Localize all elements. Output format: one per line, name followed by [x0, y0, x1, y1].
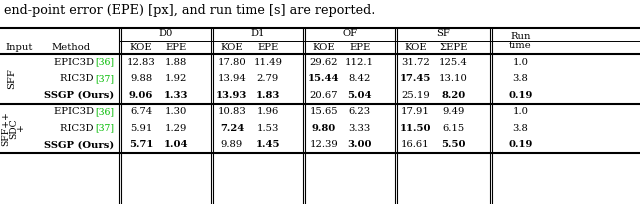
Text: 6.23: 6.23 [349, 107, 371, 116]
Text: 1.30: 1.30 [165, 107, 188, 116]
Text: 1.53: 1.53 [257, 124, 279, 133]
Text: 12.39: 12.39 [309, 140, 338, 149]
Text: SFF++: SFF++ [1, 111, 10, 146]
Text: 5.50: 5.50 [441, 140, 466, 149]
Text: 9.89: 9.89 [221, 140, 243, 149]
Text: RIC3D: RIC3D [60, 124, 97, 133]
Text: 1.33: 1.33 [164, 91, 188, 100]
Text: Method: Method [51, 43, 90, 52]
Text: end-point error (EPE) [px], and run time [s] are reported.: end-point error (EPE) [px], and run time… [4, 4, 376, 17]
Text: 10.83: 10.83 [218, 107, 246, 116]
Text: KOE: KOE [312, 43, 335, 52]
Text: +: + [16, 124, 25, 132]
Text: D1: D1 [251, 30, 265, 39]
Text: 15.65: 15.65 [309, 107, 338, 116]
Text: 1.92: 1.92 [165, 74, 188, 83]
Text: 9.06: 9.06 [129, 91, 154, 100]
Text: KOE: KOE [130, 43, 152, 52]
Text: ΣEPE: ΣEPE [439, 43, 468, 52]
Text: EPIC3D: EPIC3D [54, 58, 97, 67]
Text: 9.88: 9.88 [130, 74, 152, 83]
Text: EPE: EPE [165, 43, 187, 52]
Text: RIC3D: RIC3D [60, 74, 97, 83]
Text: 11.49: 11.49 [253, 58, 282, 67]
Text: 13.93: 13.93 [216, 91, 248, 100]
Text: 1.0: 1.0 [512, 58, 528, 67]
Text: 0.19: 0.19 [508, 91, 532, 100]
Text: SSGP (Ours): SSGP (Ours) [44, 91, 114, 100]
Text: [36]: [36] [95, 107, 114, 116]
Text: 1.83: 1.83 [255, 91, 280, 100]
Text: KOE: KOE [221, 43, 243, 52]
Text: 9.49: 9.49 [442, 107, 465, 116]
Text: 3.8: 3.8 [513, 124, 528, 133]
Text: OF: OF [342, 30, 357, 39]
Text: 6.15: 6.15 [442, 124, 465, 133]
Text: 1.04: 1.04 [164, 140, 188, 149]
Text: 11.50: 11.50 [400, 124, 431, 133]
Text: 13.94: 13.94 [218, 74, 246, 83]
Text: 17.80: 17.80 [218, 58, 246, 67]
Text: 1.0: 1.0 [512, 107, 528, 116]
Text: EPIC3D: EPIC3D [54, 107, 97, 116]
Text: 1.45: 1.45 [255, 140, 280, 149]
Text: 112.1: 112.1 [345, 58, 374, 67]
Text: [37]: [37] [95, 124, 114, 133]
Text: 8.20: 8.20 [442, 91, 465, 100]
Text: 25.19: 25.19 [401, 91, 430, 100]
Text: 3.8: 3.8 [513, 74, 528, 83]
Text: 9.80: 9.80 [312, 124, 336, 133]
Text: 15.44: 15.44 [308, 74, 339, 83]
Text: 3.33: 3.33 [349, 124, 371, 133]
Text: 12.83: 12.83 [127, 58, 156, 67]
Text: SFF: SFF [7, 68, 16, 89]
Text: 6.74: 6.74 [130, 107, 152, 116]
Text: 1.29: 1.29 [165, 124, 188, 133]
Text: 5.91: 5.91 [130, 124, 152, 133]
Text: 7.24: 7.24 [220, 124, 244, 133]
Text: 31.72: 31.72 [401, 58, 430, 67]
Text: 5.71: 5.71 [129, 140, 154, 149]
Text: KOE: KOE [404, 43, 427, 52]
Text: [37]: [37] [95, 74, 114, 83]
Text: SSGP (Ours): SSGP (Ours) [44, 140, 114, 149]
Text: 0.19: 0.19 [508, 140, 532, 149]
Text: EPE: EPE [349, 43, 370, 52]
Text: 3.00: 3.00 [348, 140, 372, 149]
Text: 8.42: 8.42 [348, 74, 371, 83]
Text: EPE: EPE [257, 43, 278, 52]
Text: 20.67: 20.67 [310, 91, 338, 100]
Text: SF: SF [436, 30, 451, 39]
Text: 17.91: 17.91 [401, 107, 430, 116]
Text: Run
time: Run time [509, 32, 532, 50]
Text: 2.79: 2.79 [257, 74, 279, 83]
Text: 1.88: 1.88 [165, 58, 188, 67]
Text: 16.61: 16.61 [401, 140, 430, 149]
Text: 13.10: 13.10 [439, 74, 468, 83]
Text: 1.96: 1.96 [257, 107, 279, 116]
Text: Input: Input [6, 43, 33, 52]
Text: SDC: SDC [9, 118, 18, 139]
Text: 125.4: 125.4 [439, 58, 468, 67]
Text: [36]: [36] [95, 58, 114, 67]
Text: 5.04: 5.04 [348, 91, 372, 100]
Text: 29.62: 29.62 [310, 58, 338, 67]
Text: 17.45: 17.45 [400, 74, 431, 83]
Text: D0: D0 [159, 30, 173, 39]
